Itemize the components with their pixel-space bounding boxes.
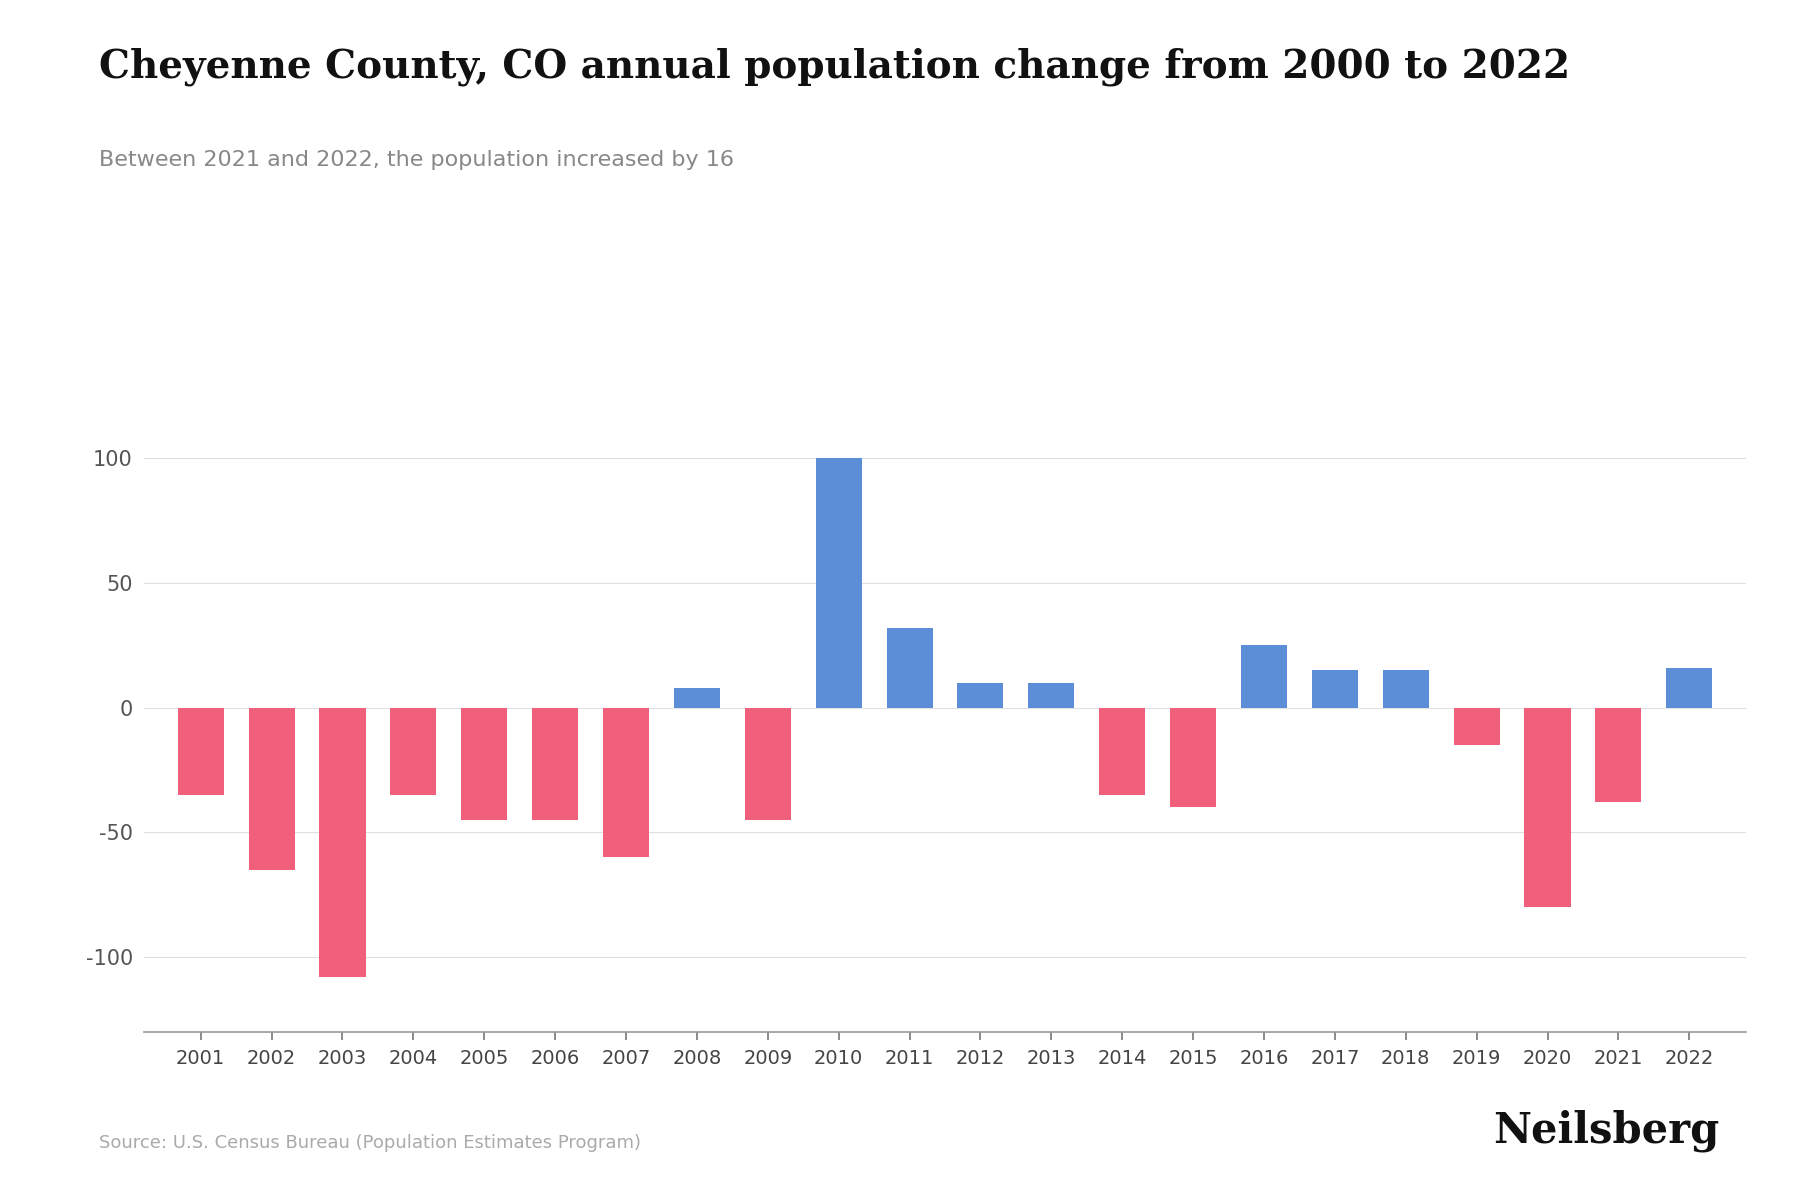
Bar <box>1382 670 1429 708</box>
Bar <box>178 708 223 794</box>
Bar <box>1312 670 1357 708</box>
Bar <box>461 708 508 820</box>
Text: Source: U.S. Census Bureau (Population Estimates Program): Source: U.S. Census Bureau (Population E… <box>99 1134 641 1152</box>
Bar <box>1525 708 1571 907</box>
Text: Between 2021 and 2022, the population increased by 16: Between 2021 and 2022, the population in… <box>99 150 734 170</box>
Bar <box>887 628 932 708</box>
Bar <box>1170 708 1217 808</box>
Text: Neilsberg: Neilsberg <box>1492 1110 1719 1152</box>
Bar <box>958 683 1003 708</box>
Bar <box>1667 667 1712 708</box>
Bar <box>1595 708 1642 803</box>
Bar <box>603 708 650 857</box>
Bar <box>391 708 436 794</box>
Bar <box>1028 683 1075 708</box>
Bar <box>1454 708 1499 745</box>
Bar <box>815 458 862 708</box>
Bar <box>248 708 295 870</box>
Bar <box>745 708 790 820</box>
Bar <box>319 708 365 977</box>
Text: Cheyenne County, CO annual population change from 2000 to 2022: Cheyenne County, CO annual population ch… <box>99 48 1570 86</box>
Bar <box>1100 708 1145 794</box>
Bar <box>533 708 578 820</box>
Bar <box>1240 646 1287 708</box>
Bar <box>673 688 720 708</box>
